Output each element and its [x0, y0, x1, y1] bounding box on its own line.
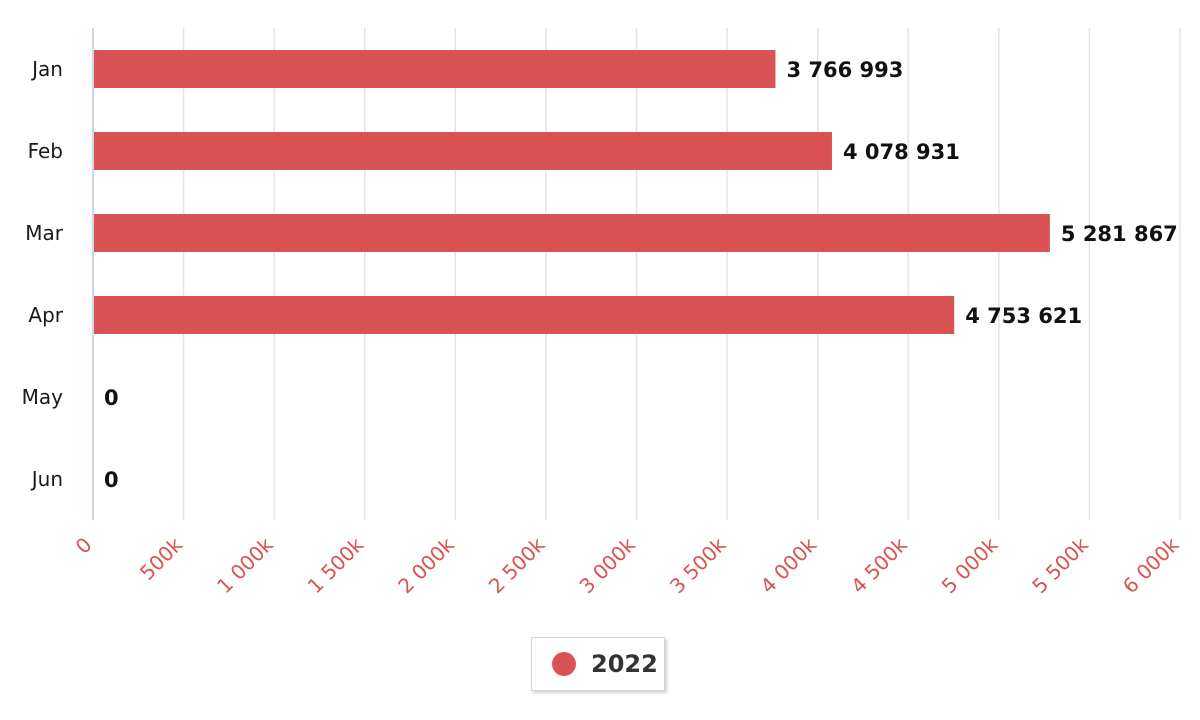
category-label: Jan — [30, 57, 63, 81]
category-label: Jun — [30, 467, 63, 491]
data-label: 0 — [104, 468, 119, 492]
legend-marker — [552, 652, 576, 676]
bar — [94, 50, 776, 88]
x-tick-label: 5 500k — [1027, 532, 1093, 598]
data-label: 5 281 867 — [1061, 222, 1178, 246]
bar — [94, 214, 1050, 252]
x-tick-label: 1 500k — [303, 532, 369, 598]
x-tick-label: 4 000k — [756, 532, 822, 598]
x-tick-label: 3 500k — [665, 532, 731, 598]
bar — [94, 296, 955, 334]
bar — [94, 132, 832, 170]
x-tick-label: 2 500k — [484, 532, 550, 598]
category-label: May — [22, 385, 64, 409]
legend-label: 2022 — [591, 650, 658, 678]
data-label: 3 766 993 — [786, 58, 903, 82]
x-tick-label: 1 000k — [212, 532, 278, 598]
x-tick-label: 500k — [135, 532, 187, 584]
x-tick-label: 0 — [71, 533, 97, 559]
x-tick-label: 6 000k — [1118, 532, 1184, 598]
x-tick-label: 4 500k — [846, 532, 912, 598]
x-tick-label: 2 000k — [393, 532, 459, 598]
data-label: 4 078 931 — [843, 140, 960, 164]
data-label: 4 753 621 — [965, 304, 1082, 328]
x-tick-label: 3 000k — [574, 532, 640, 598]
legend[interactable]: 2022 — [531, 637, 665, 691]
data-label: 0 — [104, 386, 119, 410]
category-label: Feb — [28, 139, 63, 163]
category-label: Apr — [28, 303, 63, 327]
category-label: Mar — [25, 221, 64, 245]
x-tick-label: 5 000k — [937, 532, 1003, 598]
